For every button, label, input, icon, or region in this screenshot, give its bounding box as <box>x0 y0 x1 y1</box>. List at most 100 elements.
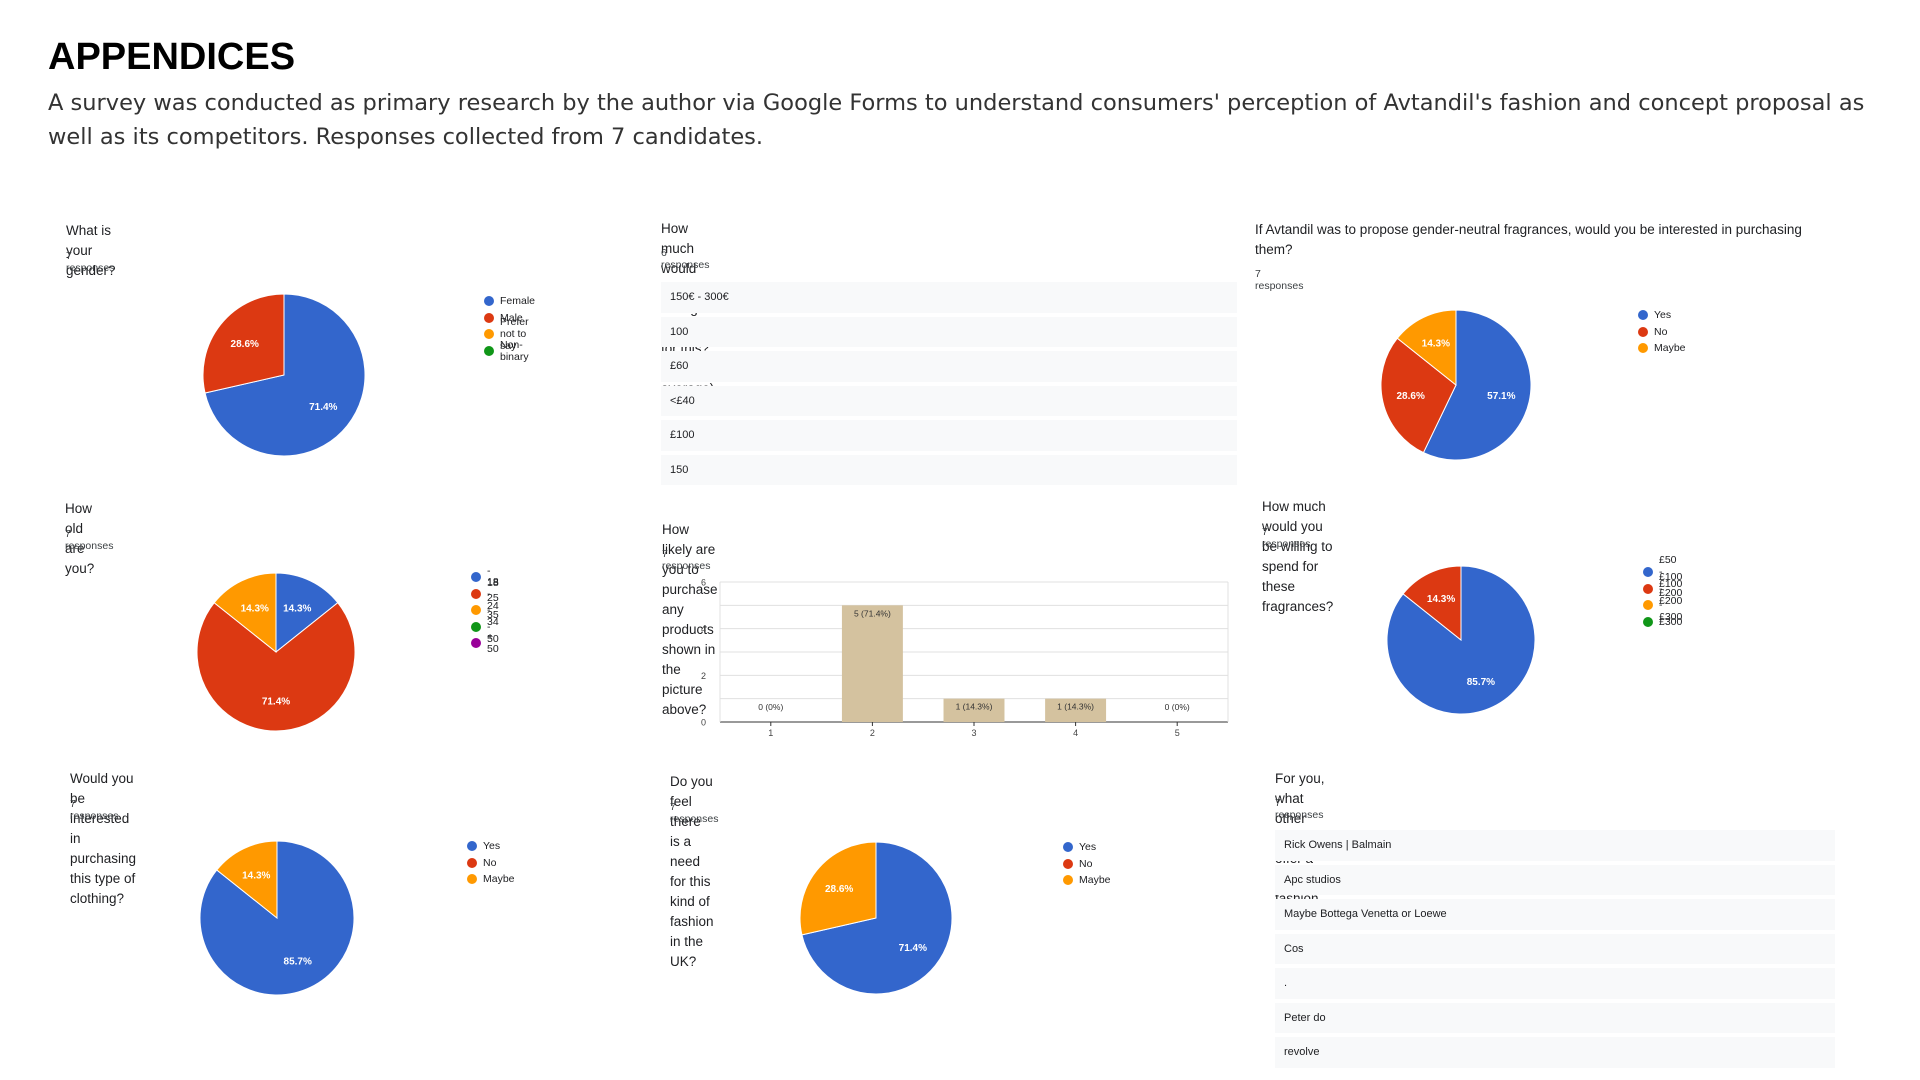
bar <box>841 605 903 722</box>
x-tick-label: 4 <box>1073 728 1078 738</box>
legend-item: + 50 <box>471 631 499 655</box>
response-row: £60 <box>661 351 1237 382</box>
response-count: 7 responses <box>70 798 119 822</box>
pie-slice-label: 14.3% <box>242 870 270 881</box>
legend-label: - 18 <box>487 565 499 590</box>
legend-swatch <box>1063 842 1073 853</box>
pie-slice-label: 14.3% <box>241 603 269 614</box>
legend-label: £100 - £200 <box>1659 570 1683 607</box>
legend-swatch <box>1643 583 1653 594</box>
legend-label: No <box>483 856 497 869</box>
response-row: Maybe Bottega Venetta or Loewe <box>1275 899 1835 930</box>
response-row: <£40 <box>661 385 1237 416</box>
pie-slice-label: 14.3% <box>1427 594 1455 605</box>
legend-item: Maybe <box>1063 872 1111 889</box>
pie-slice-1 <box>196 602 356 732</box>
legend-item: Male <box>484 310 535 327</box>
legend-label: Prefer not to say <box>500 316 529 353</box>
response-row: Apc studios <box>1275 864 1835 895</box>
fragrance-pie-chart: 57.1% 28.6% 14.3% <box>1380 309 1532 461</box>
response-count: 7 responses <box>1275 797 1324 821</box>
question-title: If Avtandil was to propose gender-neutra… <box>1255 222 1802 257</box>
bar <box>943 698 1005 722</box>
pie-slice-1 <box>1380 337 1457 454</box>
likely-bar-chart: 0 2 4 6 0 (0%) 1 5 (71.4%) 2 1 (14.3%) 3 1 (14.3%)… <box>701 578 1229 738</box>
y-tick-label: 6 <box>701 578 706 588</box>
question-title: Would you be interested in purchasing th… <box>70 771 137 906</box>
legend-swatch <box>467 841 477 852</box>
response-count: 7 responses <box>670 801 719 825</box>
question-title: How likely are you to purchase any produ… <box>662 522 718 717</box>
question-title: How much would you be willing to spend f… <box>1262 499 1334 614</box>
pie-slice-1 <box>1402 565 1462 642</box>
pie-slice-0 <box>275 572 339 654</box>
question-title: What is your gender? <box>66 223 116 278</box>
response-row: 100 <box>661 316 1237 347</box>
legend-swatch <box>484 329 494 340</box>
legend-item: Female <box>484 293 535 310</box>
pie-slice-2 <box>1396 309 1457 387</box>
pie-slice-label: 85.7% <box>284 957 312 968</box>
legend-label: 18 - 24 <box>487 575 499 612</box>
legend-item: £100 - £200 <box>1643 571 1682 607</box>
pie-slice-0 <box>204 293 366 457</box>
response-row: Rick Owens | Balmain <box>1275 830 1835 861</box>
fragrance-spend-legend: £50 - £100 £100 - £200 £200 - £300 £300 <box>1643 554 1683 630</box>
legend-swatch <box>484 312 494 323</box>
legend-swatch <box>471 572 481 583</box>
pie-slice-label: 71.4% <box>309 402 337 413</box>
legend-swatch <box>1643 600 1653 611</box>
legend-item: Maybe <box>1638 340 1686 357</box>
gender-legend: Female Male Prefer not to say Non-binary <box>484 293 535 363</box>
legend-swatch <box>484 296 494 307</box>
legend-swatch <box>1063 858 1073 869</box>
response-row: Peter do <box>1275 1002 1835 1033</box>
response-count: 7 responses <box>662 548 711 572</box>
uk-need-pie-chart: 71.4% 28.6% <box>799 841 953 995</box>
x-tick-label: 1 <box>768 728 773 738</box>
legend-swatch <box>467 874 477 885</box>
pie-slice-label: 71.4% <box>899 943 927 954</box>
legend-swatch <box>471 588 481 599</box>
legend-item: £200 - £300 <box>1643 587 1682 623</box>
legend-item: Maybe <box>467 871 515 888</box>
uk-need-legend: Yes No Maybe <box>1063 839 1111 889</box>
legend-item: Prefer not to say <box>484 316 535 352</box>
legend-item: Yes <box>1063 839 1111 856</box>
bar <box>1045 698 1107 722</box>
legend-item: £50 - £100 <box>1643 554 1682 590</box>
legend-swatch <box>1638 326 1648 337</box>
pie-slice-label: 85.7% <box>1467 677 1495 688</box>
bar-data-label: 1 (14.3%) <box>956 702 993 712</box>
pie-slice-label: 14.3% <box>283 603 311 614</box>
brands-response-list: Rick Owens | Balmain Apc studios Maybe Bot… <box>1275 830 1835 1072</box>
legend-swatch <box>471 605 481 616</box>
pie-slice-0 <box>1422 309 1532 461</box>
response-row: 150 <box>661 454 1237 485</box>
legend-label: Male <box>500 311 523 324</box>
legend-label: £300 <box>1659 615 1683 628</box>
legend-label: Non-binary <box>500 338 529 363</box>
bar-data-label: 0 (0%) <box>758 702 783 712</box>
intro-paragraph: A survey was conducted as primary resear… <box>48 90 1865 150</box>
response-count: 7 responses <box>1262 526 1311 550</box>
y-tick-label: 0 <box>701 718 706 728</box>
y-tick-label: 4 <box>701 624 706 634</box>
spend-response-list: 150€ - 300€ 100 £60 <£40 £100 150 <box>661 282 1237 489</box>
pie-slice-0 <box>1386 565 1536 715</box>
legend-item: 35 - 50 <box>471 609 499 645</box>
page-title: APPENDICES <box>48 36 296 78</box>
gender-pie-chart: 71.4% 28.6% <box>202 293 366 457</box>
legend-swatch <box>471 638 481 649</box>
legend-label: Maybe <box>483 873 515 886</box>
legend-swatch <box>467 857 477 868</box>
legend-label: Yes <box>483 840 501 853</box>
legend-item: 18 - 24 <box>471 576 499 612</box>
legend-item: Yes <box>467 838 515 855</box>
bar-data-label: 0 (0%) <box>1165 702 1190 712</box>
age-pie-chart: 14.3% 71.4% 14.3% <box>196 572 356 732</box>
legend-label: + 50 <box>487 631 499 656</box>
age-legend: - 18 18 - 24 25 - 34 35 - 50 + 50 <box>471 565 499 655</box>
response-count: 7 responses <box>65 528 114 552</box>
legend-label: 25 - 34 <box>487 592 499 629</box>
